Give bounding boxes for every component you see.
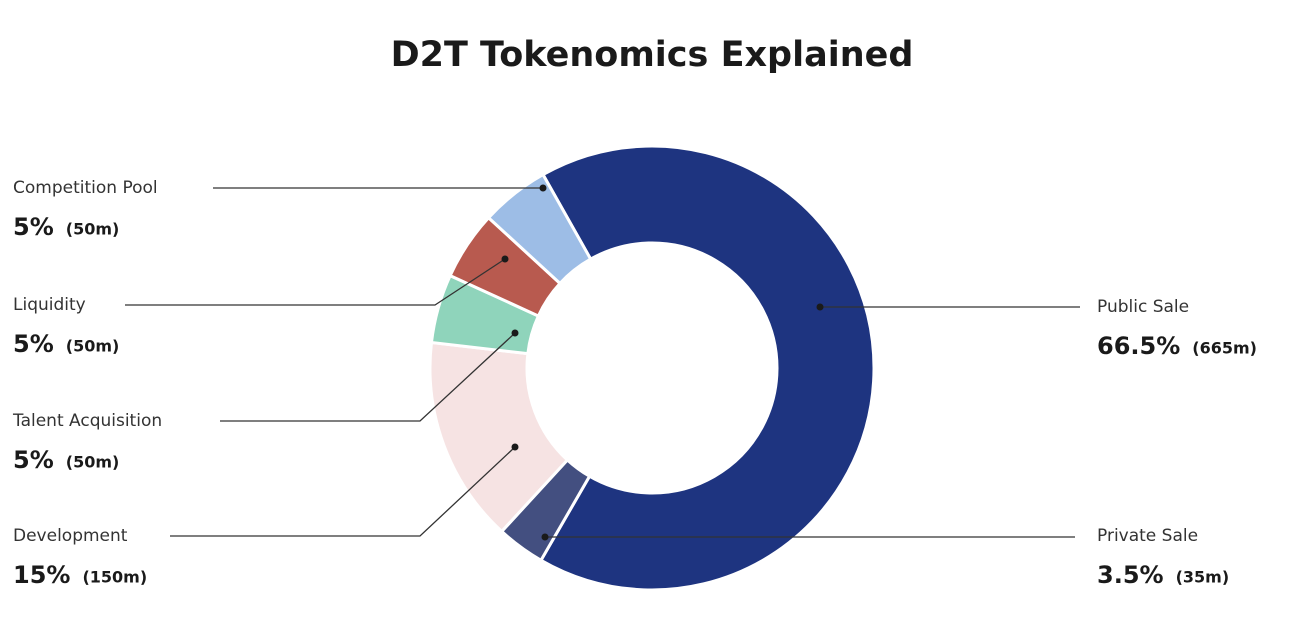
leader-line [170, 446, 516, 537]
amount-label: (150m) [82, 568, 147, 587]
legend-label: Development [13, 526, 128, 546]
amount-label: (50m) [66, 453, 120, 472]
value-label: 15% [13, 561, 70, 589]
leader-dot [511, 443, 519, 451]
leader-line [220, 332, 516, 422]
legend-label: Public Sale [1097, 297, 1189, 317]
amount-label: (50m) [66, 220, 120, 239]
value-label: 5% [13, 213, 54, 241]
leader-dot [541, 533, 549, 541]
legend-label: Private Sale [1097, 526, 1198, 546]
value-label: 66.5% [1097, 332, 1180, 360]
leader-dot [511, 329, 519, 337]
donut-slice [538, 144, 876, 592]
amount-label: (35m) [1176, 568, 1230, 587]
legend-label: Competition Pool [13, 178, 158, 198]
value-label: 5% [13, 446, 54, 474]
legend-label: Liquidity [13, 295, 86, 315]
legend-label: Talent Acquisition [12, 411, 162, 431]
amount-label: (50m) [66, 337, 120, 356]
leader-line [125, 258, 506, 306]
leader-dot [501, 255, 509, 263]
value-label: 5% [13, 330, 54, 358]
chart-title: D2T Tokenomics Explained [391, 35, 914, 75]
value-label: 3.5% [1097, 561, 1164, 589]
leader-dot [816, 303, 824, 311]
leader-dot [539, 184, 547, 192]
amount-label: (665m) [1192, 339, 1257, 358]
donut-slice [486, 172, 593, 286]
